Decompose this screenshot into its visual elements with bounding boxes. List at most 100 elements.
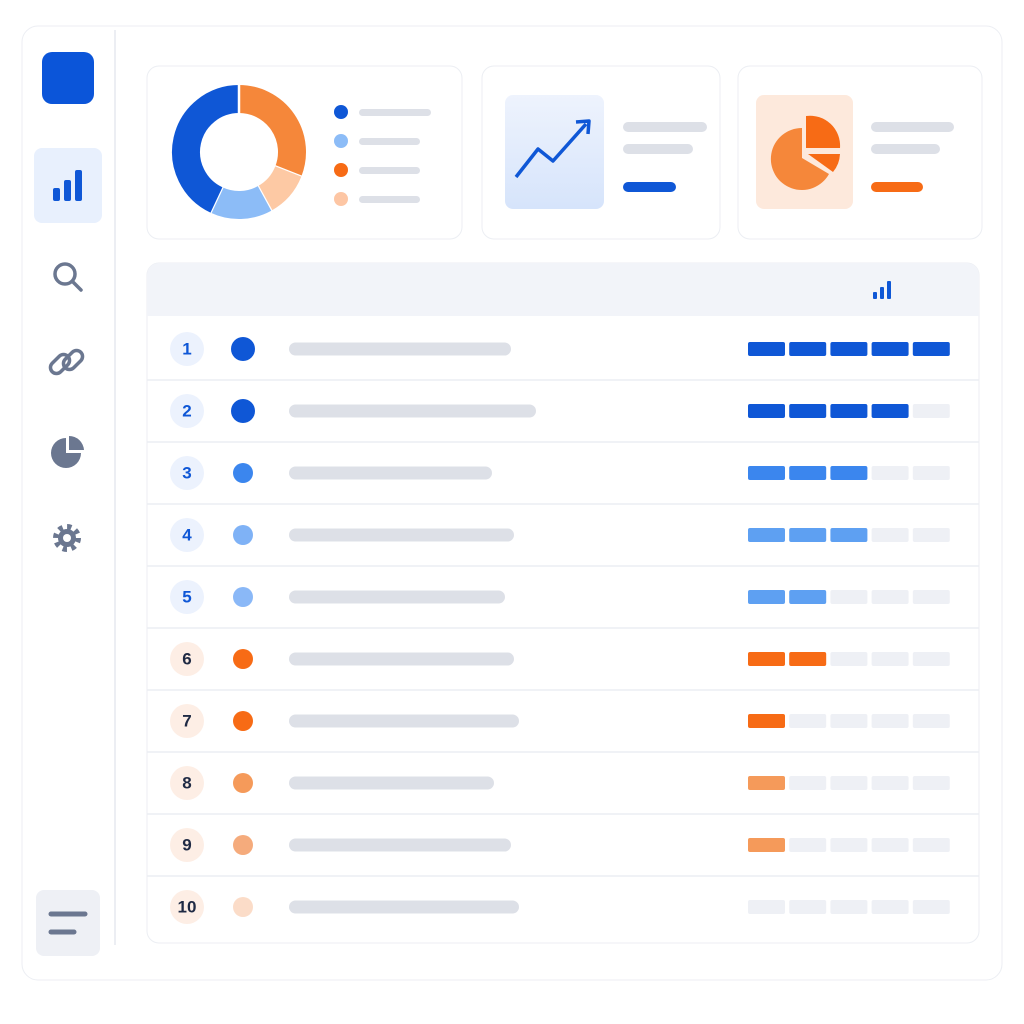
score-segment — [912, 342, 950, 356]
score-segment — [912, 590, 950, 604]
score-segment — [830, 900, 868, 914]
table-header — [147, 263, 979, 316]
rank: 6 — [182, 650, 191, 669]
row-dot — [233, 773, 253, 793]
slice-gap — [273, 164, 303, 179]
score-segment — [830, 590, 868, 604]
row-dot — [231, 399, 255, 423]
nav-settings[interactable] — [53, 524, 81, 552]
score-segment — [830, 528, 868, 542]
score-segment — [748, 838, 785, 852]
score-segment — [789, 776, 827, 790]
rank: 5 — [182, 588, 191, 607]
score-segment — [789, 652, 827, 666]
rank-badge — [170, 518, 204, 552]
score-segment — [871, 714, 909, 728]
row-text — [289, 776, 494, 790]
score-segment — [912, 466, 950, 480]
score-bar — [748, 466, 950, 480]
score-segment — [871, 342, 909, 356]
score-segment — [830, 652, 868, 666]
row-dot — [233, 649, 253, 669]
trend-arrow — [575, 119, 591, 135]
score-segment — [748, 652, 785, 666]
rank-badge — [170, 828, 204, 862]
row-dot — [233, 835, 253, 855]
score-segment — [830, 714, 868, 728]
nav-menu[interactable] — [36, 890, 100, 956]
score-segment — [912, 900, 950, 914]
score-segment — [871, 404, 909, 418]
donut-legend — [334, 105, 431, 206]
score-segment — [748, 714, 785, 728]
row-dot — [233, 463, 253, 483]
nav-links[interactable] — [48, 348, 85, 376]
row-text — [289, 466, 492, 480]
score-bar — [748, 590, 950, 604]
score-segment — [748, 900, 785, 914]
score-segment — [871, 528, 909, 542]
trend-line — [514, 122, 588, 179]
trend-text — [623, 122, 707, 192]
rank: 4 — [182, 526, 192, 545]
rank: 10 — [178, 898, 197, 917]
row-text — [289, 900, 519, 914]
rank-badge — [170, 890, 204, 924]
header-score-icon[interactable] — [873, 281, 891, 299]
score-bar — [748, 714, 950, 728]
trend-icon — [505, 95, 604, 209]
score-segment — [871, 776, 909, 790]
score-segment — [871, 900, 909, 914]
score-segment — [789, 590, 827, 604]
rank-badge — [170, 766, 204, 800]
score-segment — [912, 776, 950, 790]
score-segment — [871, 590, 909, 604]
score-segment — [789, 342, 827, 356]
score-segment — [912, 838, 950, 852]
row-text — [289, 838, 511, 852]
donut — [172, 84, 306, 219]
score-segment — [789, 838, 827, 852]
score-segment — [871, 466, 909, 480]
donut-slice — [257, 165, 302, 211]
row-text — [289, 714, 519, 728]
rank-badge — [170, 394, 204, 428]
score-segment — [830, 776, 868, 790]
donut-slice — [238, 85, 306, 177]
row-dot — [233, 711, 253, 731]
rank: 9 — [182, 836, 191, 855]
score-segment — [912, 652, 950, 666]
donut-slice — [210, 185, 272, 219]
nav-reports[interactable] — [51, 435, 84, 468]
row-text — [289, 590, 505, 604]
score-segment — [748, 342, 785, 356]
score-segment — [789, 714, 827, 728]
score-segment — [748, 776, 785, 790]
share-icon — [756, 95, 853, 209]
score-bar — [748, 652, 950, 666]
row-dot — [233, 587, 253, 607]
logo[interactable] — [42, 52, 94, 104]
share-text — [871, 122, 954, 192]
rank-badge — [170, 580, 204, 614]
rank: 7 — [182, 712, 191, 731]
nav-search[interactable] — [53, 262, 83, 292]
score-segment — [748, 528, 785, 542]
rank: 2 — [182, 402, 191, 421]
menu-icon — [48, 911, 88, 935]
row-text — [289, 404, 536, 418]
score-segment — [789, 528, 827, 542]
score-segment — [748, 466, 785, 480]
score-bar — [748, 900, 950, 914]
score-segment — [830, 404, 868, 418]
score-bar — [748, 776, 950, 790]
score-segment — [871, 652, 909, 666]
score-segment — [912, 528, 950, 542]
score-segment — [748, 404, 785, 418]
score-segment — [912, 404, 950, 418]
analytics-icon — [53, 170, 82, 201]
score-segment — [789, 404, 827, 418]
row-text — [289, 342, 511, 356]
score-bar — [748, 342, 950, 356]
